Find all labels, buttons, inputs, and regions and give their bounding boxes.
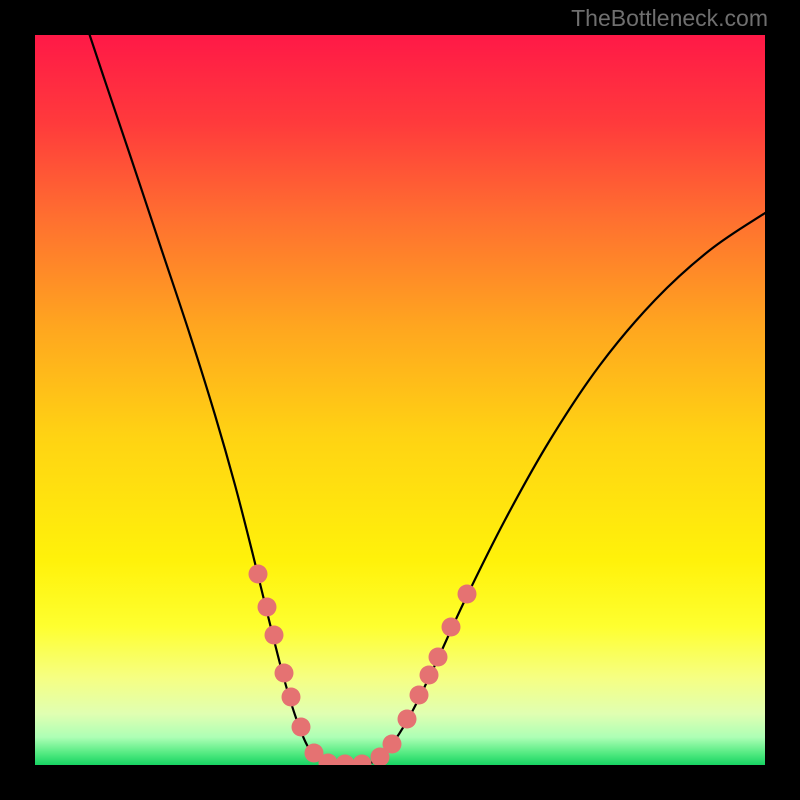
curve-marker xyxy=(420,666,439,685)
curve-marker xyxy=(429,648,448,667)
chart-container: TheBottleneck.com xyxy=(0,0,800,800)
curve-marker xyxy=(336,755,355,766)
curve-marker xyxy=(442,618,461,637)
curve-marker xyxy=(292,718,311,737)
curve-marker xyxy=(282,688,301,707)
curve-marker xyxy=(458,585,477,604)
curve-marker xyxy=(265,626,284,645)
curve-marker xyxy=(258,598,277,617)
curve-marker xyxy=(249,565,268,584)
dots-group xyxy=(249,565,477,766)
curve-marker xyxy=(383,735,402,754)
curve-marker xyxy=(410,686,429,705)
watermark-text: TheBottleneck.com xyxy=(571,5,768,32)
plot-area xyxy=(35,35,765,765)
v-curve-path xyxy=(83,35,765,765)
curve-marker xyxy=(275,664,294,683)
curve-marker xyxy=(353,755,372,766)
curve-marker xyxy=(398,710,417,729)
curve-layer xyxy=(35,35,765,765)
